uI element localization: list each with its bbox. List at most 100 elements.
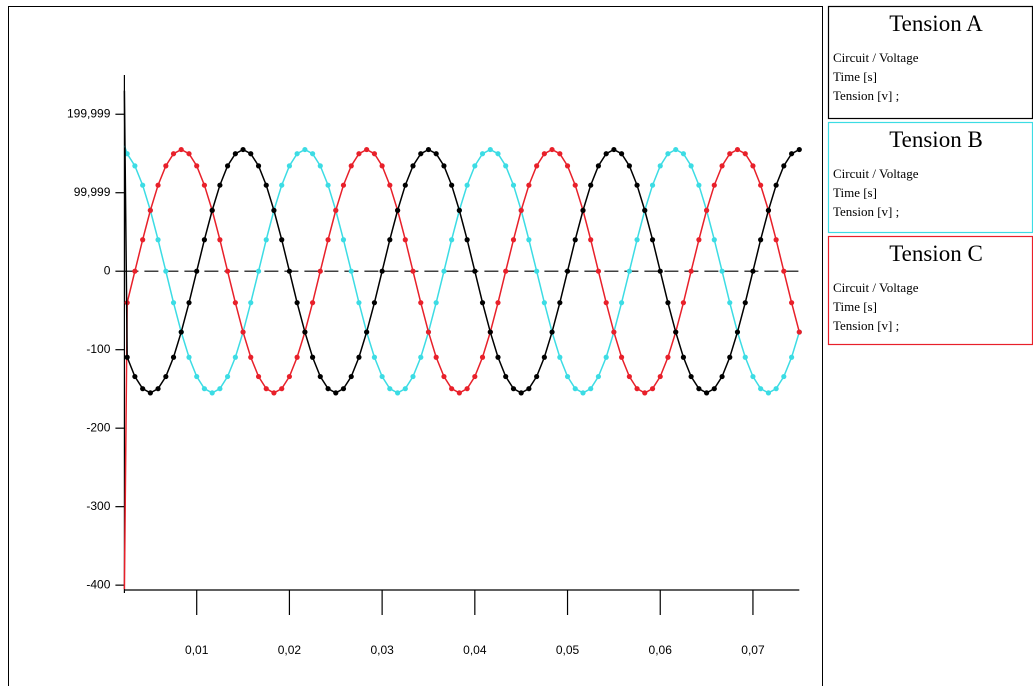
data-point xyxy=(294,354,300,360)
x-tick-label: 0,01 xyxy=(185,643,209,657)
data-point xyxy=(255,163,262,169)
legend-title: Tension C xyxy=(889,241,983,266)
data-point xyxy=(186,151,192,157)
data-point xyxy=(518,207,524,213)
data-point xyxy=(719,268,725,274)
data-point xyxy=(773,182,779,188)
data-point xyxy=(186,300,192,306)
data-point xyxy=(402,182,408,188)
data-point xyxy=(696,182,702,188)
legend-entry: Tension A Circuit / Voltage Time [s] Tensio… xyxy=(827,5,1033,120)
data-point xyxy=(325,237,331,243)
data-point xyxy=(758,237,764,243)
data-point xyxy=(703,207,710,213)
y-tick-label: -400 xyxy=(86,577,110,591)
data-point xyxy=(680,151,687,157)
data-point xyxy=(549,329,555,335)
y-tick-label: -300 xyxy=(86,499,110,513)
y-tick-label: 0 xyxy=(104,263,111,277)
legend-entry: Tension B Circuit / Voltage Time [s] Tensio… xyxy=(827,121,1033,234)
data-point xyxy=(495,300,501,306)
data-point xyxy=(286,163,293,169)
data-point xyxy=(750,268,756,274)
data-point xyxy=(557,151,563,157)
data-point xyxy=(680,354,687,360)
data-point xyxy=(487,146,493,153)
data-point xyxy=(309,354,316,360)
data-point xyxy=(248,354,254,360)
data-point xyxy=(534,373,540,380)
y-tick-label: -100 xyxy=(86,342,110,356)
data-point xyxy=(224,163,231,169)
legend-line: Tension [v] ; xyxy=(833,204,899,219)
data-point xyxy=(232,300,238,306)
data-point xyxy=(163,373,169,380)
data-point xyxy=(217,386,223,392)
data-point xyxy=(719,163,725,169)
data-point xyxy=(348,268,354,274)
data-point xyxy=(719,373,725,380)
data-point xyxy=(433,354,439,360)
data-point xyxy=(201,237,208,243)
data-point xyxy=(194,163,200,169)
data-point xyxy=(526,237,532,243)
data-point xyxy=(364,146,370,153)
legend-line: Circuit / Voltage xyxy=(833,280,919,295)
data-point xyxy=(325,386,331,392)
data-point xyxy=(479,300,486,306)
data-point xyxy=(395,207,401,213)
data-point xyxy=(449,386,455,392)
data-point xyxy=(634,182,640,188)
legend-line: Time [s] xyxy=(833,299,877,314)
data-point xyxy=(248,300,254,306)
legend-entry: Tension C Circuit / Voltage Time [s] Tensio… xyxy=(827,235,1033,346)
data-point xyxy=(255,373,262,380)
data-point xyxy=(765,390,772,396)
legend-line: Circuit / Voltage xyxy=(833,166,919,181)
legend-box xyxy=(827,121,1033,234)
data-point xyxy=(688,373,694,380)
data-point xyxy=(356,151,362,157)
legend-title: Tension A xyxy=(889,11,983,36)
data-point xyxy=(611,146,617,153)
data-point xyxy=(781,373,787,380)
data-point xyxy=(371,300,378,306)
data-point xyxy=(495,151,501,157)
data-point xyxy=(711,386,717,392)
data-point xyxy=(201,182,208,188)
y-tick-label: -200 xyxy=(86,420,110,434)
data-point xyxy=(132,373,138,380)
data-point xyxy=(263,237,269,243)
data-point xyxy=(194,373,200,380)
data-point xyxy=(688,163,694,169)
data-point xyxy=(371,151,378,157)
legend-line: Time [s] xyxy=(833,69,877,84)
data-point xyxy=(703,390,710,396)
data-point xyxy=(649,386,656,392)
data-point xyxy=(371,354,378,360)
data-point xyxy=(286,373,293,380)
data-point xyxy=(317,268,323,274)
data-point xyxy=(588,237,594,243)
data-point xyxy=(796,146,802,153)
data-point xyxy=(294,151,300,157)
data-point xyxy=(279,386,285,392)
data-point xyxy=(564,163,571,169)
data-point xyxy=(248,151,254,157)
data-point xyxy=(634,386,640,392)
data-point xyxy=(588,182,594,188)
data-point xyxy=(170,300,177,306)
data-point xyxy=(649,182,656,188)
x-tick-label: 0,02 xyxy=(278,643,302,657)
data-point xyxy=(534,268,540,274)
x-tick-label: 0,03 xyxy=(370,643,394,657)
data-point xyxy=(155,182,161,188)
legend-line: Tension [v] ; xyxy=(833,318,899,333)
data-point xyxy=(209,207,215,213)
data-point xyxy=(425,329,432,335)
data-point xyxy=(789,354,795,360)
data-point xyxy=(758,182,764,188)
data-point xyxy=(263,182,269,188)
